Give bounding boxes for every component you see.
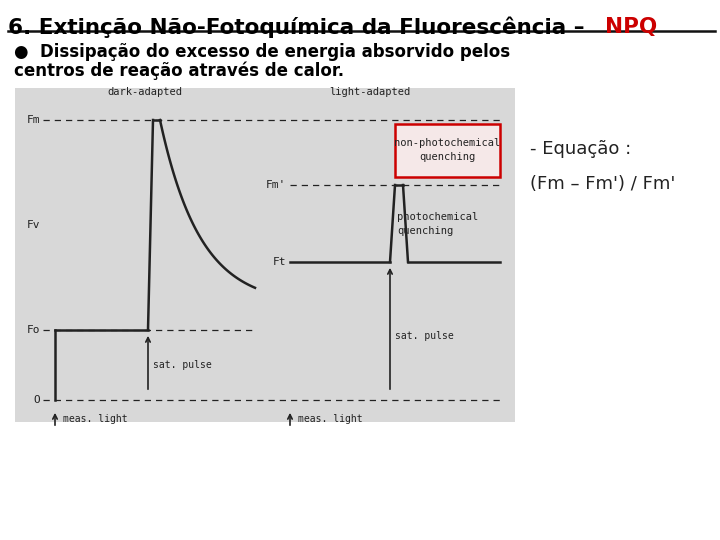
Text: dark-adapted: dark-adapted bbox=[107, 87, 182, 97]
Text: (Fm – Fm') / Fm': (Fm – Fm') / Fm' bbox=[530, 175, 675, 193]
Text: Fm: Fm bbox=[27, 115, 40, 125]
Text: Ft: Ft bbox=[272, 257, 286, 267]
Text: O: O bbox=[33, 395, 40, 405]
Text: light-adapted: light-adapted bbox=[329, 87, 410, 97]
Text: ●  Dissipação do excesso de energia absorvido pelos: ● Dissipação do excesso de energia absor… bbox=[14, 43, 510, 61]
Text: Fo: Fo bbox=[27, 325, 40, 335]
Text: sat. pulse: sat. pulse bbox=[153, 360, 212, 370]
Text: sat. pulse: sat. pulse bbox=[395, 331, 454, 341]
Bar bbox=[395, 124, 500, 177]
Text: Fv: Fv bbox=[27, 220, 40, 230]
Text: NPQ: NPQ bbox=[605, 17, 657, 37]
Text: 6. Extinção Não-Fotoquímica da Fluorescência –: 6. Extinção Não-Fotoquímica da Fluorescê… bbox=[8, 17, 592, 38]
Text: non-photochemical
quenching: non-photochemical quenching bbox=[395, 138, 500, 163]
Text: - Equação :: - Equação : bbox=[530, 140, 631, 158]
Bar bbox=[15, 88, 515, 422]
Text: Fm': Fm' bbox=[266, 180, 286, 190]
Text: centros de reação através de calor.: centros de reação através de calor. bbox=[14, 62, 344, 80]
Text: meas. light: meas. light bbox=[63, 414, 127, 424]
Text: meas. light: meas. light bbox=[298, 414, 363, 424]
Text: photochemical
quenching: photochemical quenching bbox=[397, 212, 478, 235]
